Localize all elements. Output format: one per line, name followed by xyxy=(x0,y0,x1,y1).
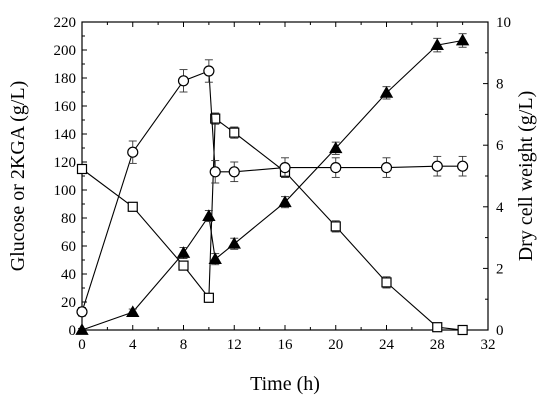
x-tick-label: 32 xyxy=(481,337,496,353)
square-marker xyxy=(381,277,392,288)
triangle-marker xyxy=(379,86,394,98)
triangle-marker xyxy=(329,141,343,154)
x-tick-label: 28 xyxy=(430,337,445,353)
triangle-marker xyxy=(208,252,222,265)
series-line xyxy=(81,70,463,312)
circle-marker xyxy=(177,75,190,87)
y-right-tick-label: 8 xyxy=(496,77,504,93)
y-left-tick-label: 160 xyxy=(54,99,77,115)
triangle-marker xyxy=(455,33,470,46)
y-right-tick-label: 10 xyxy=(496,15,511,31)
square-marker xyxy=(432,322,443,333)
y-left-tick-label: 220 xyxy=(54,15,77,31)
x-tick-label: 8 xyxy=(180,337,188,353)
axes: 0 4 8 12 16 20 24 28 320204060801001201401601802… xyxy=(54,15,512,353)
circle-marker xyxy=(431,160,443,172)
square-marker xyxy=(127,201,138,212)
y-left-tick-label: 40 xyxy=(61,267,76,283)
triangle-marker xyxy=(278,195,292,208)
square-marker xyxy=(203,292,214,303)
triangle-marker xyxy=(430,38,444,50)
circle-marker xyxy=(76,306,88,318)
x-tick-label: 16 xyxy=(278,337,294,353)
y-left-tick-label: 100 xyxy=(54,183,77,199)
y-left-tick-label: 60 xyxy=(61,239,76,255)
y-left-tick-label: 20 xyxy=(61,295,76,311)
series-filled-triangle xyxy=(75,33,470,335)
circle-marker xyxy=(127,146,139,158)
y-right-tick-label: 4 xyxy=(496,200,504,216)
circle-marker xyxy=(209,166,221,178)
y-left-tick-label: 0 xyxy=(69,323,77,339)
square-marker xyxy=(178,260,189,271)
circle-marker xyxy=(380,162,393,174)
square-marker xyxy=(210,113,221,124)
y-left-tick-label: 200 xyxy=(54,43,77,59)
x-tick-label: 12 xyxy=(227,337,242,353)
square-marker xyxy=(330,221,341,232)
series-open-square xyxy=(76,112,468,336)
circle-marker xyxy=(203,65,215,77)
y-left-tick-label: 140 xyxy=(54,127,77,143)
y-left-tick-label: 180 xyxy=(54,71,77,87)
y-right-tick-label: 0 xyxy=(496,323,504,339)
triangle-marker xyxy=(227,236,241,249)
triangle-marker xyxy=(75,323,89,335)
series-line xyxy=(81,117,463,331)
x-tick-label: 24 xyxy=(379,337,395,353)
series-layer xyxy=(75,33,470,336)
x-tick-label: 20 xyxy=(328,337,343,353)
circle-marker xyxy=(228,166,240,178)
x-tick-label: 4 xyxy=(129,337,137,353)
y-left-axis-title: Glucose or 2KGA (g/L) xyxy=(7,81,29,272)
square-marker xyxy=(457,324,468,336)
y-right-tick-label: 2 xyxy=(496,261,504,277)
y-right-tick-label: 6 xyxy=(496,138,504,154)
y-right-axis-title: Dry cell weight (g/L) xyxy=(515,91,537,262)
triangle-marker xyxy=(176,246,191,258)
series-line xyxy=(81,39,463,331)
square-marker xyxy=(76,163,88,175)
square-marker xyxy=(229,127,240,138)
triangle-marker xyxy=(202,209,216,221)
series-open-circle xyxy=(76,59,469,318)
y-left-tick-label: 120 xyxy=(54,155,77,171)
circle-marker xyxy=(330,162,342,174)
circle-marker xyxy=(279,162,291,174)
triangle-marker xyxy=(126,305,140,318)
circle-marker xyxy=(457,160,469,172)
x-tick-label: 0 xyxy=(78,337,86,353)
x-axis-title: Time (h) xyxy=(250,373,320,395)
y-left-tick-label: 80 xyxy=(61,211,76,227)
